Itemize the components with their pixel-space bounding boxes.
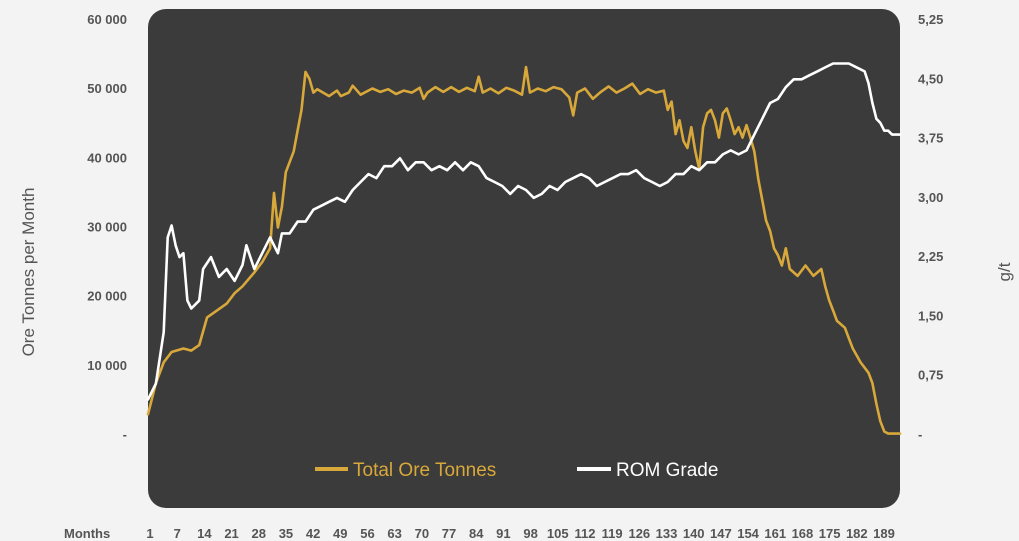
x-tick-label: 133 <box>656 526 678 541</box>
left-tick-label: 60 000 <box>87 12 127 27</box>
x-tick-label: 70 <box>415 526 429 541</box>
series-group <box>146 62 902 435</box>
x-tick-label: 98 <box>523 526 537 541</box>
right-tick-label: 4,50 <box>918 71 943 86</box>
right-tick-label: 3,00 <box>918 190 943 205</box>
legend: Total Ore Tonnes ROM Grade <box>315 460 718 481</box>
left-tick-label: - <box>123 427 127 442</box>
x-tick-label: 14 <box>197 526 212 541</box>
x-tick-label: 1 <box>146 526 153 541</box>
right-tick-label: - <box>918 427 922 442</box>
x-tick-label: 126 <box>628 526 650 541</box>
x-tick-label: 21 <box>224 526 238 541</box>
x-tick-label: 105 <box>547 526 569 541</box>
x-tick-label: 175 <box>819 526 841 541</box>
right-tick-label: 1,50 <box>918 308 943 323</box>
x-tick-label: 56 <box>360 526 374 541</box>
x-tick-label: 35 <box>279 526 293 541</box>
x-tick-label: 112 <box>574 526 595 541</box>
x-axis-title: Months <box>64 526 110 541</box>
left-tick-label: 40 000 <box>87 150 127 165</box>
left-tick-label: 30 000 <box>87 220 127 235</box>
x-tick-label: 147 <box>710 526 732 541</box>
right-tick-label: 2,25 <box>918 249 943 264</box>
right-tick-label: 5,25 <box>918 12 943 27</box>
x-tick-label: 140 <box>683 526 705 541</box>
x-tick-label: 63 <box>387 526 401 541</box>
x-axis-ticks: 1 7 14 21 28 35 42 49 56 63 70 77 84 91 98 105 112 119 126… <box>146 526 894 541</box>
x-tick-label: 154 <box>737 526 759 541</box>
right-tick-label: 3,75 <box>918 131 943 146</box>
x-tick-label: 84 <box>469 526 484 541</box>
legend-item-rom-grade: ROM Grade <box>577 460 718 481</box>
x-tick-label: 28 <box>252 526 266 541</box>
x-tick-label: 77 <box>442 526 456 541</box>
x-tick-label: 49 <box>333 526 347 541</box>
series-line-total-ore-tonnes <box>146 65 902 435</box>
right-axis-ticks: - 0,75 1,50 2,25 3,00 3,75 4,50 5,25 <box>918 12 943 442</box>
left-axis-title: Ore Tonnes per Month <box>19 188 38 357</box>
x-tick-label: 161 <box>764 526 786 541</box>
x-tick-label: 119 <box>602 526 623 541</box>
left-tick-label: 20 000 <box>87 289 127 304</box>
x-tick-label: 91 <box>496 526 510 541</box>
right-axis-title: g/t <box>995 262 1014 281</box>
x-tick-label: 7 <box>174 526 181 541</box>
x-tick-label: 189 <box>873 526 895 541</box>
plot-area <box>148 9 900 508</box>
series-line-rom-grade <box>146 62 902 401</box>
right-tick-label: 0,75 <box>918 368 943 383</box>
x-tick-label: 42 <box>306 526 320 541</box>
left-tick-label: 10 000 <box>87 358 127 373</box>
x-tick-label: 182 <box>846 526 868 541</box>
legend-item-total-ore: Total Ore Tonnes <box>315 460 496 481</box>
legend-label-rom-grade: ROM Grade <box>616 460 718 481</box>
left-axis-ticks: - 10 000 20 000 30 000 40 000 50 000 60 000 <box>87 12 127 442</box>
x-tick-label: 168 <box>792 526 814 541</box>
legend-label-total-ore: Total Ore Tonnes <box>353 460 496 481</box>
left-tick-label: 50 000 <box>87 81 127 96</box>
